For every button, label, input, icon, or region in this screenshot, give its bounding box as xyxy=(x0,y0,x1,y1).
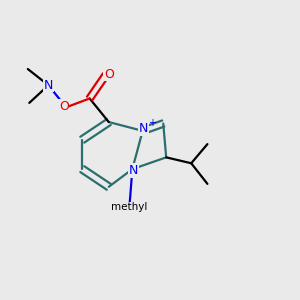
Text: O: O xyxy=(59,100,69,113)
Text: N: N xyxy=(44,79,53,92)
Text: +: + xyxy=(148,118,156,128)
Text: methyl: methyl xyxy=(111,202,148,212)
Text: N: N xyxy=(129,164,139,177)
Text: O: O xyxy=(104,68,114,80)
Text: N: N xyxy=(139,122,148,135)
Text: methyl: methyl xyxy=(111,202,148,212)
